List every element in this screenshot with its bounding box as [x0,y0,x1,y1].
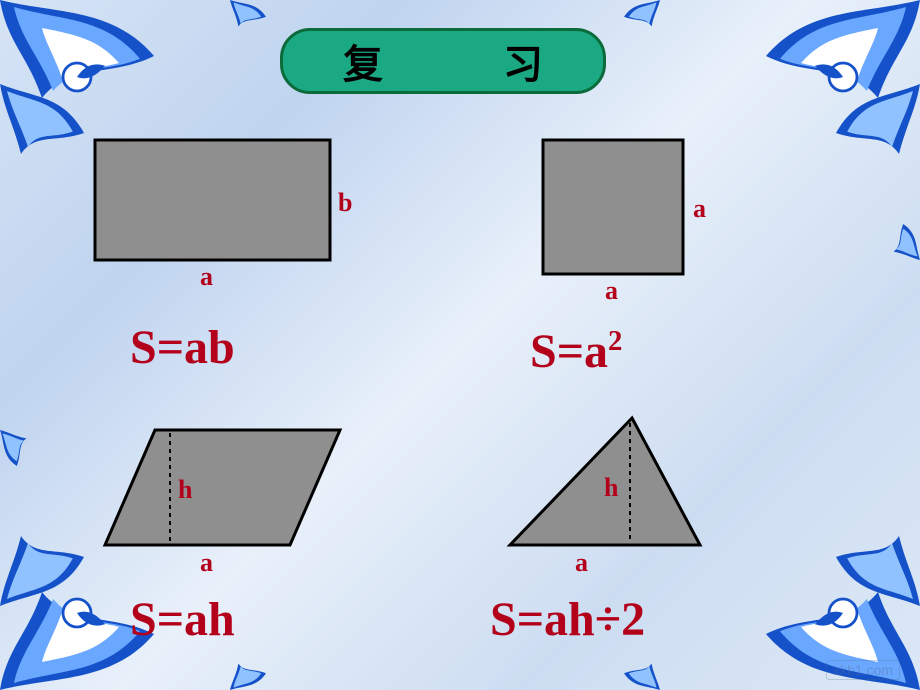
tri-label-h: h [604,473,618,503]
tri-label-a: a [575,548,588,578]
formula-rectangle: S=ab [130,320,235,375]
watermark: xkb1.com [826,660,900,680]
formula-parallelogram: S=ah [130,592,235,647]
square-label-bottom: a [605,276,618,306]
para-label-h: h [178,475,192,505]
parallelogram-shape [105,430,340,545]
rectangle-shape [95,140,330,260]
rect-label-b: b [338,188,352,218]
para-label-a: a [200,548,213,578]
square-label-right: a [693,194,706,224]
formula-triangle: S=ah÷2 [490,592,645,647]
formula-square: S=a2 [530,324,622,379]
square-shape [543,140,683,274]
slide: 复 习 a b a a h a h a S=ab S=a2 S=ah S=ah÷… [0,0,920,690]
rect-label-a: a [200,262,213,292]
